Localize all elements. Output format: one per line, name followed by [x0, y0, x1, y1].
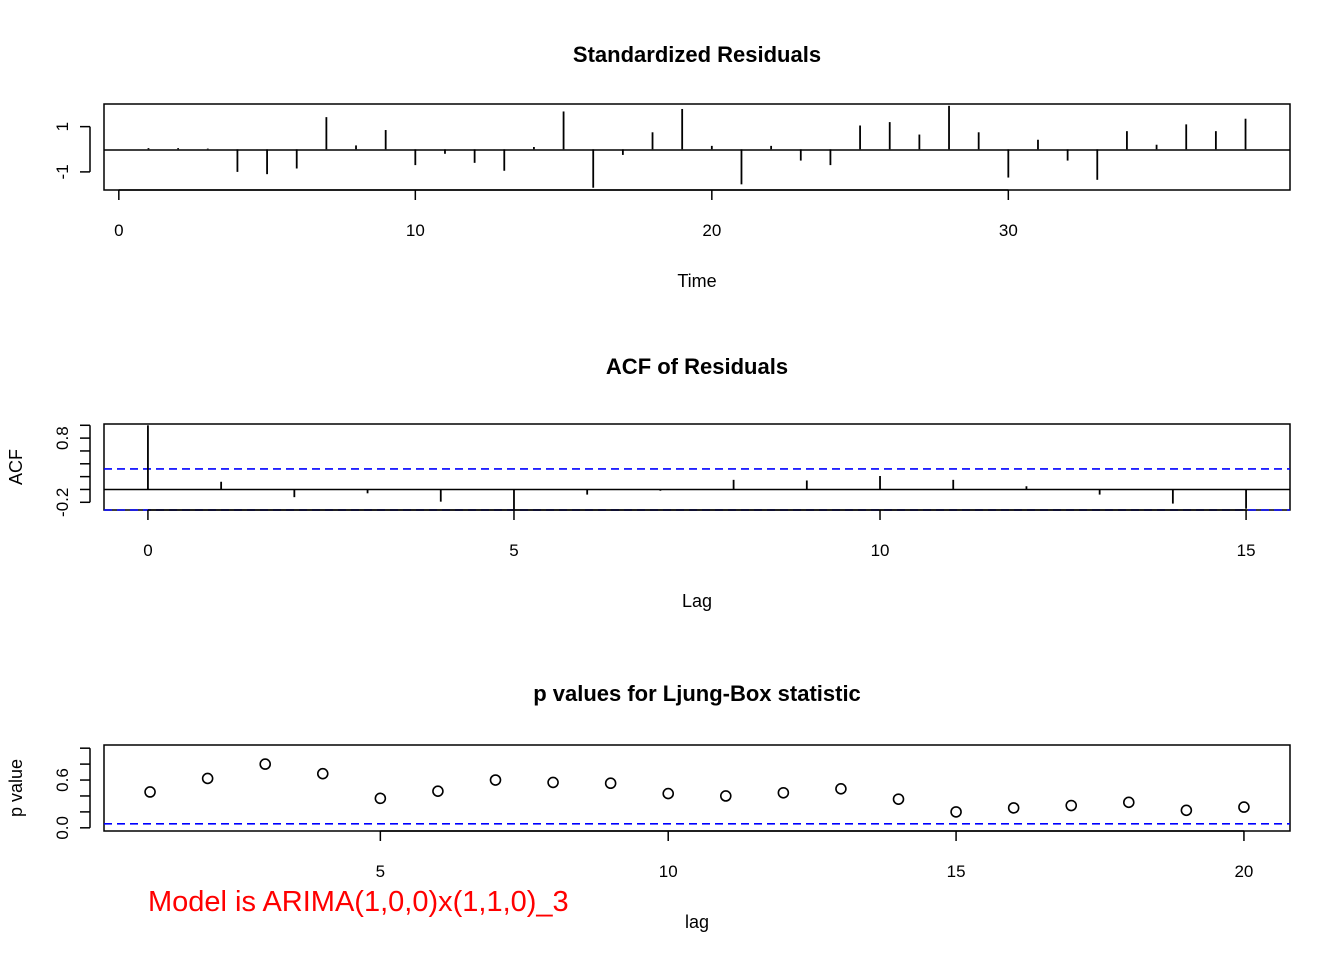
residuals-bars [147, 105, 1247, 188]
residual-x-tick-label: 20 [702, 221, 721, 240]
acf-x-label: Lag [682, 591, 712, 611]
pvalue-point [201, 772, 214, 785]
pvalue-point [1180, 804, 1193, 817]
pvalue-x-tick-label: 15 [947, 862, 966, 881]
residual-x-tick-label: 10 [406, 221, 425, 240]
pvalue-x-tick-label: 5 [376, 862, 385, 881]
pvalue-point [1065, 799, 1078, 812]
ljung-box-panel: p values for Ljung-Box statistic 5 10 15 20… [6, 681, 1291, 932]
ljung-box-points [144, 758, 1250, 818]
acf-x-tick-label: 0 [143, 541, 152, 560]
acf-x-tick-label: 10 [871, 541, 890, 560]
pvalue-point [719, 790, 732, 802]
residuals-plot-frame [103, 103, 1291, 191]
model-annotation: Model is ARIMA(1,0,0)x(1,1,0)_3 [148, 886, 569, 918]
acf-confidence-band [104, 468, 1290, 511]
residuals-title: Standardized Residuals [573, 42, 821, 67]
ljung-box-title: p values for Ljung-Box statistic [533, 681, 861, 706]
ljung-box-x-label: lag [685, 912, 709, 932]
pvalue-point [662, 787, 675, 800]
pvalue-y-tick-label: 0.6 [53, 768, 72, 792]
acf-plot-frame [103, 423, 1291, 511]
acf-y-label: ACF [6, 449, 26, 485]
residual-x-tick-label: 30 [999, 221, 1018, 240]
ljung-box-y-label: p value [6, 759, 26, 817]
pvalue-point [144, 786, 156, 798]
residual-y-tick-label: 1 [53, 122, 72, 131]
pvalue-point [1238, 801, 1250, 813]
pvalue-point [950, 806, 962, 818]
acf-x-tick-label: 5 [509, 541, 518, 560]
acf-y-axis: -0.2 0.8 [53, 424, 91, 517]
ljung-box-y-axis: 0.0 0.6 [53, 747, 91, 840]
pvalue-point [547, 776, 559, 789]
acf-panel: ACF of Residuals 0 5 10 15 -0.2 0.8 Lag ACF [6, 354, 1291, 611]
pvalue-point [316, 767, 329, 780]
acf-y-tick-label: -0.2 [53, 488, 72, 517]
ljung-box-plot-frame [103, 744, 1291, 832]
pvalue-point [835, 782, 847, 795]
residual-y-tick-label: -1 [53, 164, 72, 179]
pvalue-point [374, 792, 387, 805]
pvalue-point [892, 793, 905, 805]
residuals-y-axis: -1 1 [53, 122, 91, 179]
pvalue-point [604, 777, 617, 790]
pvalue-point [1007, 802, 1020, 814]
acf-y-tick-label: 0.8 [53, 426, 72, 450]
pvalue-x-tick-label: 20 [1234, 862, 1253, 881]
pvalue-y-tick-label: 0.0 [53, 816, 72, 840]
ljung-box-x-axis: 5 10 15 20 [376, 830, 1253, 881]
residual-x-tick-label: 0 [114, 221, 123, 240]
acf-bars [147, 425, 1247, 510]
acf-title: ACF of Residuals [606, 354, 788, 379]
pvalue-point [489, 774, 502, 786]
pvalue-point [1122, 796, 1135, 809]
residuals-x-label: Time [677, 271, 716, 291]
pvalue-point [432, 785, 444, 797]
pvalue-point [259, 758, 272, 770]
residuals-x-axis: 0 10 20 30 [114, 189, 1018, 240]
acf-x-axis: 0 5 10 15 [143, 509, 1256, 560]
pvalue-x-tick-label: 10 [659, 862, 678, 881]
pvalue-point [777, 786, 790, 799]
residuals-panel: Standardized Residuals 0 10 20 30 -1 1 Time [53, 42, 1291, 291]
acf-x-tick-label: 15 [1237, 541, 1256, 560]
